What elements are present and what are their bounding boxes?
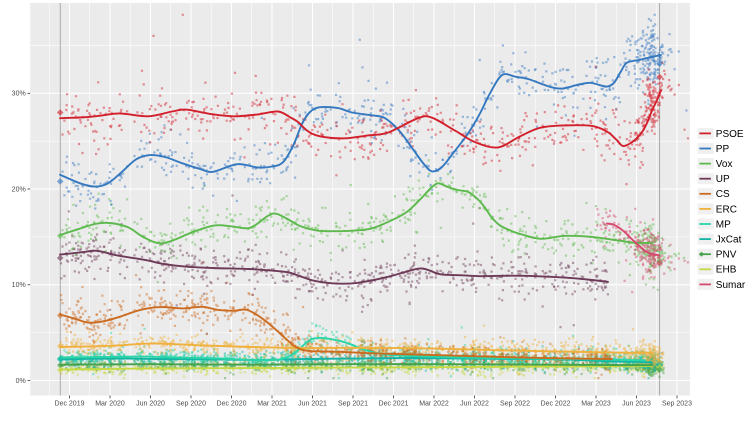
svg-text:Sep 2022: Sep 2022	[500, 401, 530, 408]
svg-text:Vox: Vox	[716, 159, 733, 170]
svg-text:Mar 2022: Mar 2022	[419, 401, 449, 408]
svg-text:Jun 2023: Jun 2023	[622, 401, 651, 408]
svg-text:EHB: EHB	[716, 265, 737, 276]
svg-text:ERC: ERC	[716, 204, 737, 215]
svg-text:PNV: PNV	[716, 250, 737, 261]
svg-text:PP: PP	[716, 144, 730, 155]
svg-text:Mar 2020: Mar 2020	[95, 401, 125, 408]
svg-text:Mar 2023: Mar 2023	[581, 401, 611, 408]
svg-text:Jun 2020: Jun 2020	[136, 401, 165, 408]
svg-text:UP: UP	[716, 174, 730, 185]
svg-text:MP: MP	[716, 219, 731, 230]
svg-text:0%: 0%	[16, 378, 26, 385]
svg-text:Sep 2023: Sep 2023	[662, 401, 692, 408]
svg-text:Jun 2022: Jun 2022	[460, 401, 489, 408]
svg-text:Dec 2020: Dec 2020	[217, 401, 247, 408]
svg-text:10%: 10%	[12, 282, 26, 289]
svg-text:20%: 20%	[12, 186, 26, 193]
svg-text:Dec 2021: Dec 2021	[379, 401, 409, 408]
svg-text:Jun 2021: Jun 2021	[298, 401, 327, 408]
svg-text:Sumar: Sumar	[716, 280, 746, 291]
svg-text:Mar 2021: Mar 2021	[257, 401, 287, 408]
svg-text:Sep 2021: Sep 2021	[338, 401, 368, 408]
svg-text:JxCat: JxCat	[716, 235, 742, 246]
svg-text:Dec 2019: Dec 2019	[55, 401, 85, 408]
svg-text:Dec 2022: Dec 2022	[541, 401, 571, 408]
svg-text:PSOE: PSOE	[716, 129, 744, 140]
svg-text:30%: 30%	[12, 91, 26, 98]
svg-text:CS: CS	[716, 189, 730, 200]
svg-text:Sep 2020: Sep 2020	[176, 401, 206, 408]
